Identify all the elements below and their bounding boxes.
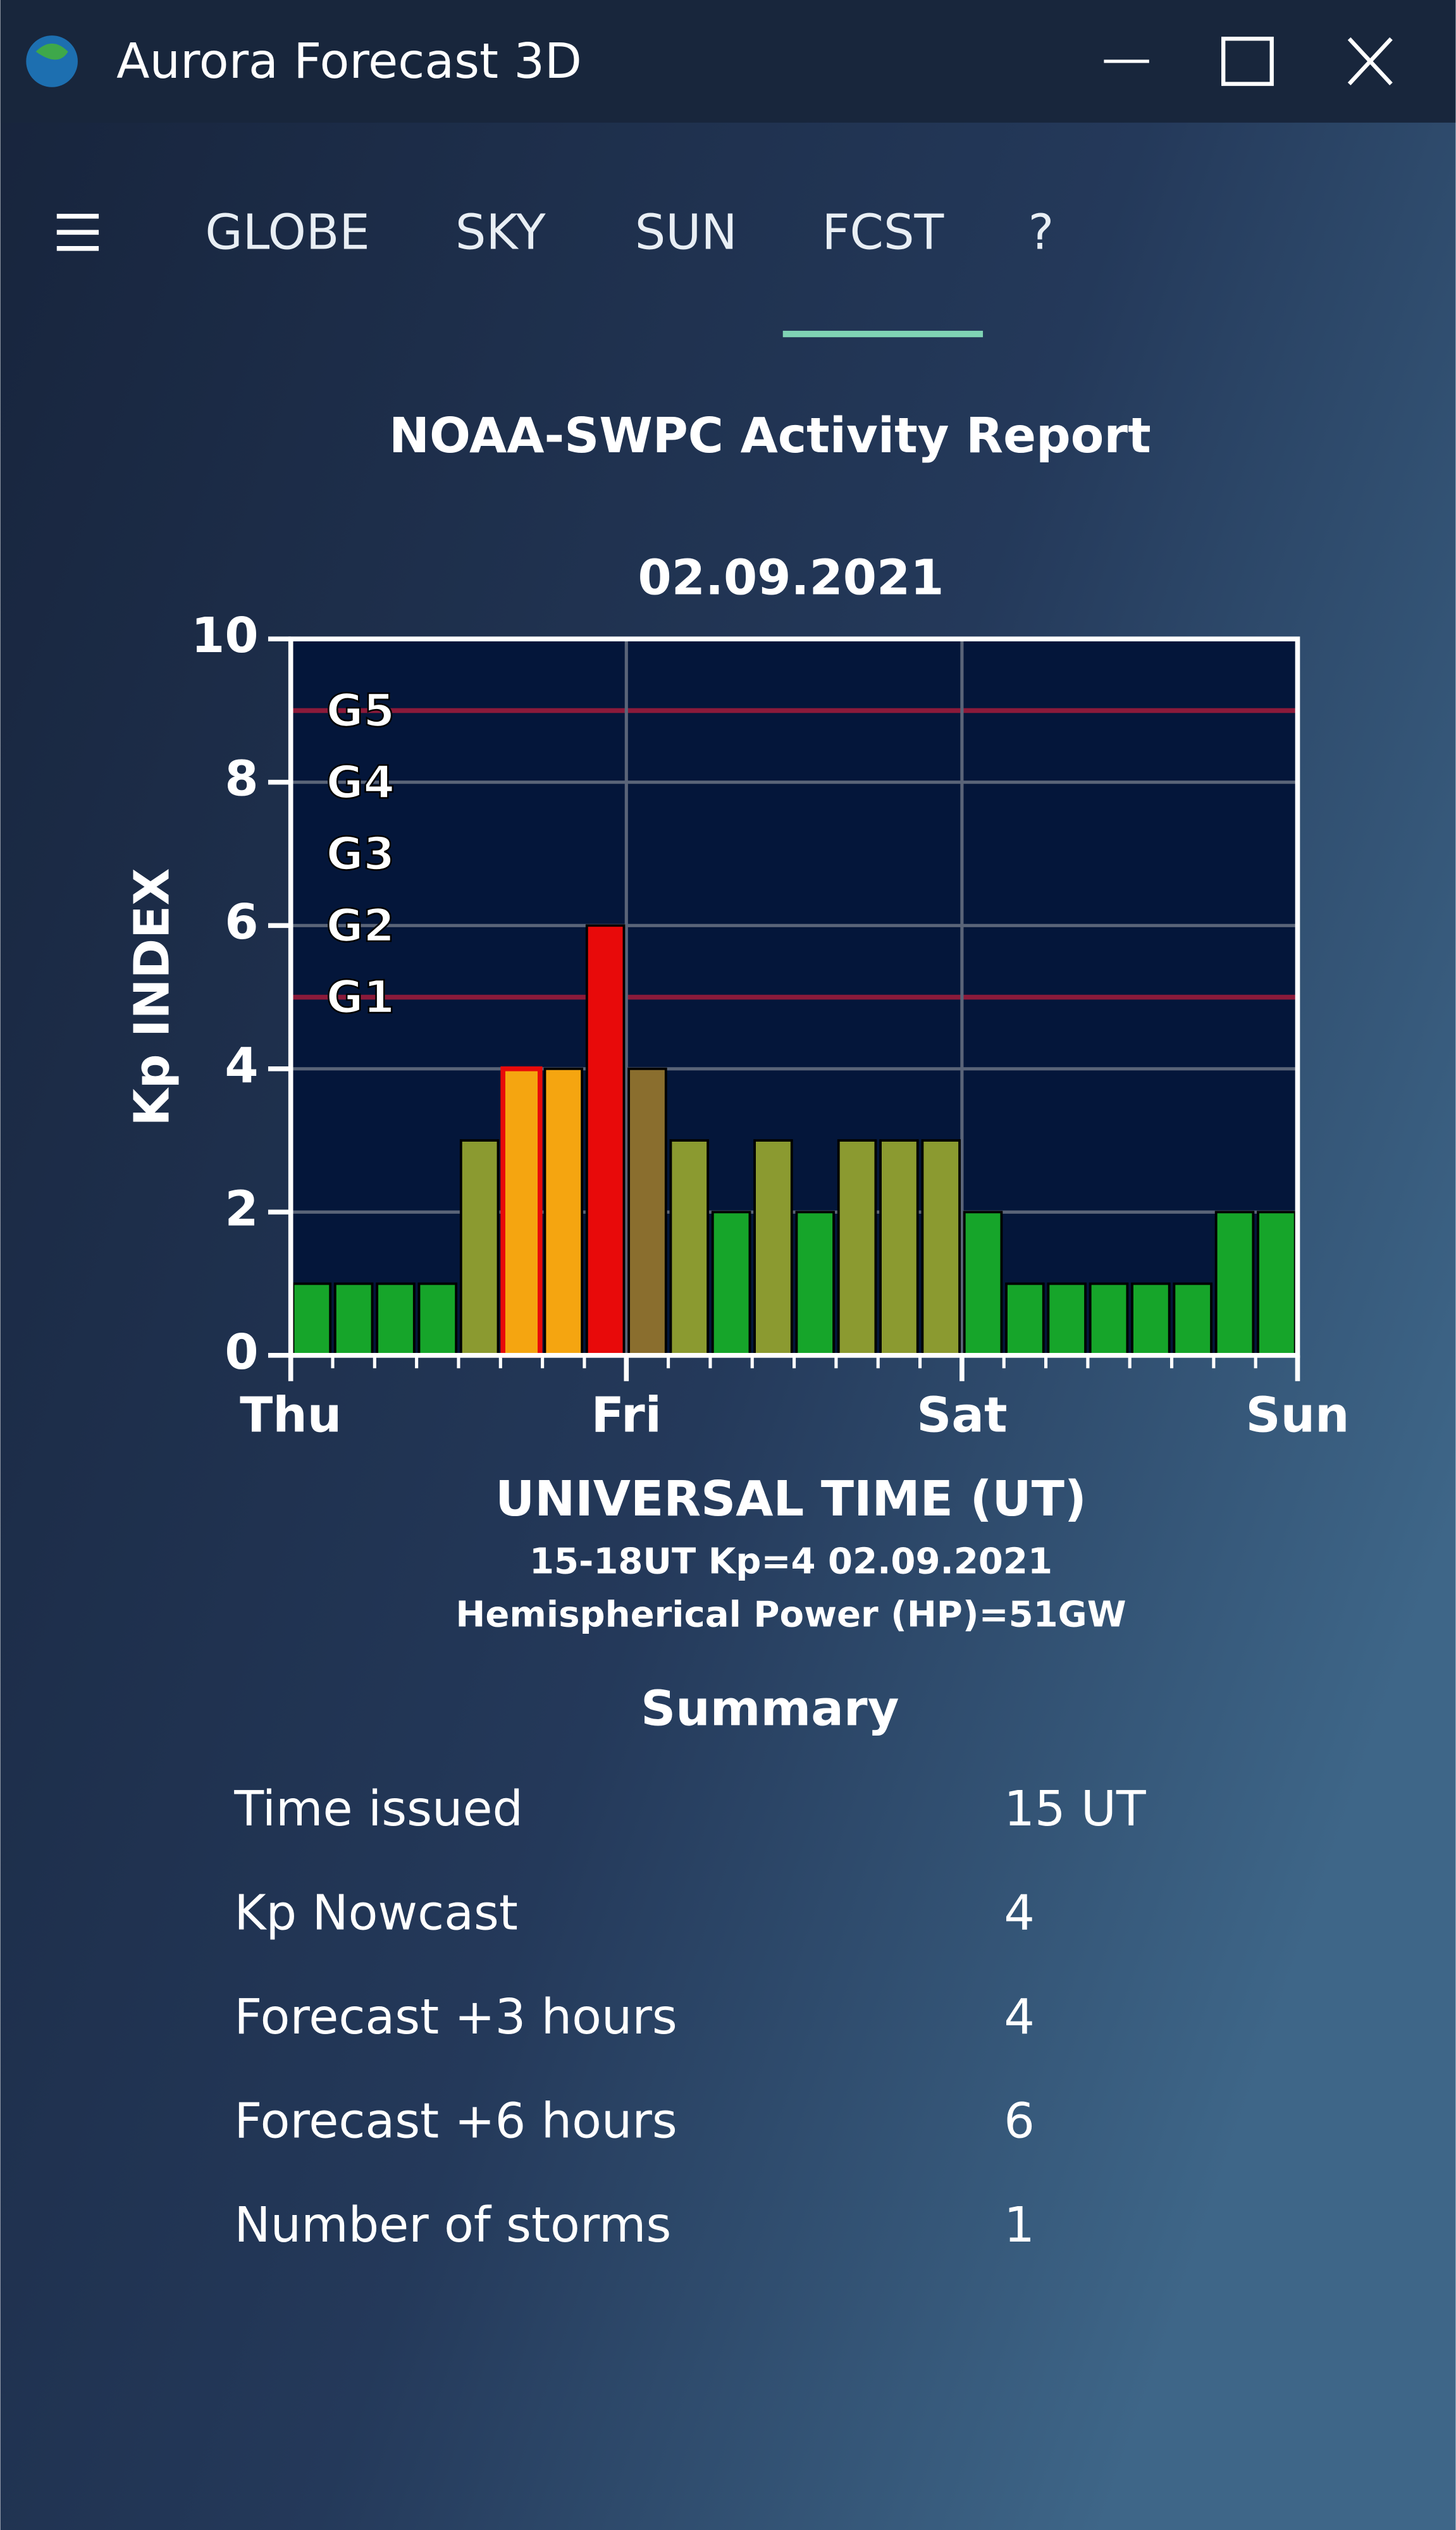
bar xyxy=(376,1282,416,1357)
storm-level-label: G1 xyxy=(326,971,395,1023)
bar xyxy=(1214,1211,1255,1357)
bar xyxy=(585,924,626,1357)
summary-value: 6 xyxy=(1004,2093,1035,2149)
bar xyxy=(459,1139,500,1357)
summary-value: 4 xyxy=(1004,1885,1035,1941)
summary-label: Kp Nowcast xyxy=(234,1885,518,1941)
summary-value: 15 UT xyxy=(1004,1781,1146,1837)
nav-tabs: GLOBE SKY SUN FCST? xyxy=(205,204,1054,338)
y-tick-label: 2 xyxy=(225,1181,258,1237)
bar xyxy=(711,1211,751,1357)
summary-label: Time issued xyxy=(233,1781,523,1837)
bar xyxy=(669,1139,710,1357)
nav-tab[interactable]: SKY xyxy=(455,204,546,261)
close-button[interactable] xyxy=(1347,37,1393,85)
y-tick-label: 0 xyxy=(225,1324,258,1381)
nav-tab[interactable]: GLOBE xyxy=(205,204,369,261)
summary-title: Summary xyxy=(641,1681,899,1737)
summary-label: Number of storms xyxy=(234,2197,671,2254)
summary-table: Summary Time issued 15 UT Kp Nowcast 4 Foreca… xyxy=(233,1681,1146,2254)
active-tab-indicator xyxy=(782,330,984,338)
x-tick-label: Fri xyxy=(591,1387,662,1443)
storm-level-label: G2 xyxy=(326,899,395,952)
y-tick-label: 6 xyxy=(225,894,258,951)
nav-tab[interactable]: FCST xyxy=(822,204,944,261)
bar xyxy=(837,1139,877,1357)
bar xyxy=(292,1282,332,1357)
summary-value: 1 xyxy=(1004,2197,1035,2254)
chart-note: Hemispherical Power (HP)=51GW xyxy=(455,1595,1126,1636)
storm-level-label: G3 xyxy=(326,828,395,880)
x-tick-label: Sun xyxy=(1245,1387,1349,1443)
y-tick-label: 4 xyxy=(225,1038,258,1094)
y-tick-label: 8 xyxy=(225,751,258,808)
bar xyxy=(1131,1282,1171,1357)
bar xyxy=(1257,1211,1297,1357)
x-tick-label: Sat xyxy=(916,1387,1007,1443)
summary-value: 4 xyxy=(1004,1989,1035,2046)
bar xyxy=(500,1066,543,1358)
nav-tab[interactable]: SUN xyxy=(635,204,737,261)
bar xyxy=(879,1139,919,1357)
bar xyxy=(543,1067,584,1357)
summary-label: Forecast +3 hours xyxy=(234,1989,677,2046)
x-tick-label: Thu xyxy=(240,1387,342,1443)
bar xyxy=(1005,1282,1045,1357)
maximize-button[interactable] xyxy=(1221,37,1274,86)
bar xyxy=(1047,1282,1087,1357)
bar xyxy=(333,1282,374,1357)
y-axis-title: Kp INDEX xyxy=(124,868,180,1126)
plot-frame xyxy=(288,636,1300,1358)
chart: 02.09.2021 Kp INDEX 0 2 4 6 8 10 Thu Fri Sat Sun G1 G… xyxy=(124,550,1349,1635)
storm-level-label: G5 xyxy=(326,684,395,737)
window-title: Aurora Forecast 3D xyxy=(116,34,582,90)
app-icon-land xyxy=(35,43,68,60)
menu-button[interactable] xyxy=(56,214,99,251)
app-icon xyxy=(26,35,78,87)
summary-label: Forecast +6 hours xyxy=(234,2093,677,2149)
chart-note: 15-18UT Kp=4 02.09.2021 xyxy=(529,1541,1052,1583)
bar xyxy=(753,1139,793,1357)
bar xyxy=(921,1139,961,1357)
chart-title: 02.09.2021 xyxy=(638,550,944,606)
title-bar xyxy=(0,0,1456,123)
bar xyxy=(963,1211,1003,1357)
nav-tab[interactable]: ? xyxy=(1028,204,1054,261)
x-axis-title: UNIVERSAL TIME (UT) xyxy=(495,1471,1087,1527)
bar xyxy=(417,1282,458,1357)
y-tick-label: 10 xyxy=(191,608,258,664)
bar xyxy=(795,1211,836,1357)
bar xyxy=(1089,1282,1129,1357)
report-title: NOAA-SWPC Activity Report xyxy=(389,408,1151,464)
storm-level-label: G4 xyxy=(326,756,395,808)
bar xyxy=(1173,1282,1212,1357)
bar xyxy=(627,1067,667,1357)
